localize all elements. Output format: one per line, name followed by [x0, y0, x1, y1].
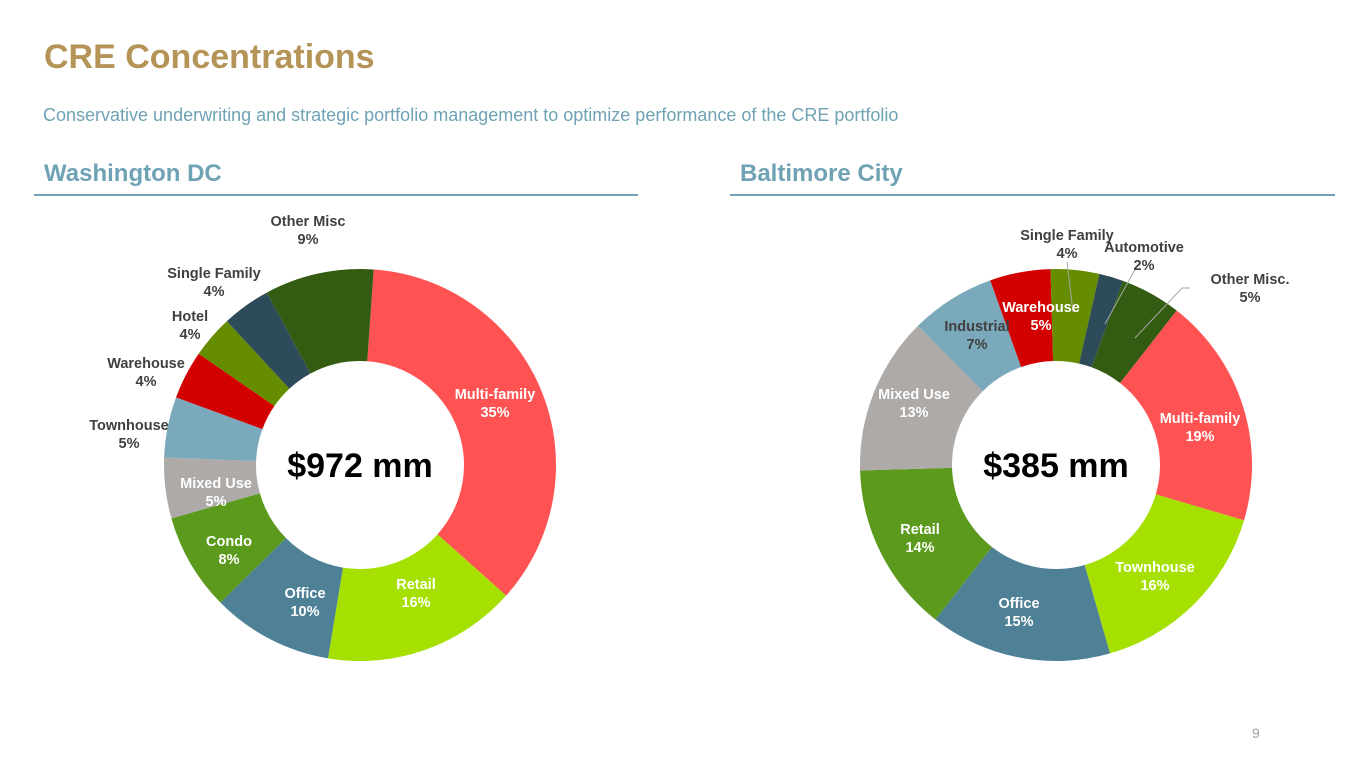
- section-divider-baltimore: [730, 194, 1335, 196]
- slice-retail: [327, 534, 507, 662]
- center-total-label: $972 mm: [287, 447, 433, 485]
- slice-label-other-misc: Other Misc 9%: [271, 214, 346, 248]
- slice-other-misc: [266, 269, 374, 374]
- slice-condo: [171, 493, 286, 603]
- page-title: CRE Concentrations: [44, 38, 375, 76]
- slice-single-family: [1050, 269, 1100, 364]
- slice-townhouse: [1084, 494, 1245, 654]
- leader-line: [1066, 261, 1074, 313]
- slice-multi-family: [1120, 310, 1252, 521]
- slice-hotel: [198, 321, 290, 406]
- slice-multi-family: [367, 269, 556, 596]
- page-subtitle: Conservative underwriting and strategic …: [43, 105, 899, 125]
- slice-label-single-family: Single Family 4%: [1020, 228, 1113, 262]
- slice-label-industrial: Industrial 7%: [944, 319, 1009, 353]
- slice-automotive: [1079, 273, 1124, 368]
- slice-label-warehouse: Warehouse 5%: [1002, 300, 1080, 334]
- section-title-washington: Washington DC: [44, 160, 222, 187]
- slice-label-retail: Retail 16%: [396, 577, 436, 611]
- leader-line: [1104, 263, 1139, 325]
- donut-chart-baltimore: Multi-family 19% Townhouse 16% Office 15% Reta…: [860, 228, 1290, 661]
- slice-label-mixed-use: Mixed Use 13%: [878, 387, 950, 421]
- slice-label-single-family: Single Family 4%: [167, 266, 260, 300]
- slice-office: [220, 538, 344, 659]
- slice-mixed-use: [164, 457, 260, 519]
- slice-label-townhouse: Townhouse 5%: [89, 418, 168, 452]
- slice-label-townhouse: Townhouse 16%: [1115, 560, 1194, 594]
- slice-office: [935, 546, 1111, 661]
- slice-mixed-use: [860, 325, 983, 471]
- slice-label-hotel: Hotel 4%: [172, 309, 208, 343]
- page-number: 9: [1252, 725, 1260, 741]
- slice-townhouse: [164, 397, 263, 462]
- slice-label-multi-family: Multi-family 35%: [455, 387, 536, 421]
- slice-label-other-misc: Other Misc. 5%: [1211, 272, 1290, 306]
- center-total-label: $385 mm: [983, 447, 1129, 485]
- leader-line: [1134, 287, 1190, 339]
- slice-label-retail: Retail 14%: [900, 522, 940, 556]
- section-divider-washington: [34, 194, 638, 196]
- slice-warehouse: [990, 269, 1054, 368]
- slice-label-automotive: Automotive 2%: [1104, 240, 1184, 274]
- slice-label-multi-family: Multi-family 19%: [1160, 411, 1241, 445]
- slice-retail: [860, 467, 992, 620]
- slice-other-misc: [1091, 280, 1177, 384]
- slice-single-family: [226, 292, 311, 389]
- slice-label-mixed-use: Mixed Use 5%: [180, 476, 252, 510]
- donut-chart-washington: Multi-family 35% Retail 16% Office 10% Condo 8%…: [89, 214, 556, 662]
- slice-label-office: Office 10%: [284, 586, 325, 620]
- section-title-baltimore: Baltimore City: [740, 160, 903, 187]
- slice-label-condo: Condo 8%: [206, 534, 252, 568]
- slice-label-office: Office 15%: [998, 596, 1039, 630]
- slice-warehouse: [176, 353, 275, 430]
- slice-label-warehouse: Warehouse 4%: [107, 356, 185, 390]
- slice-industrial: [917, 280, 1022, 392]
